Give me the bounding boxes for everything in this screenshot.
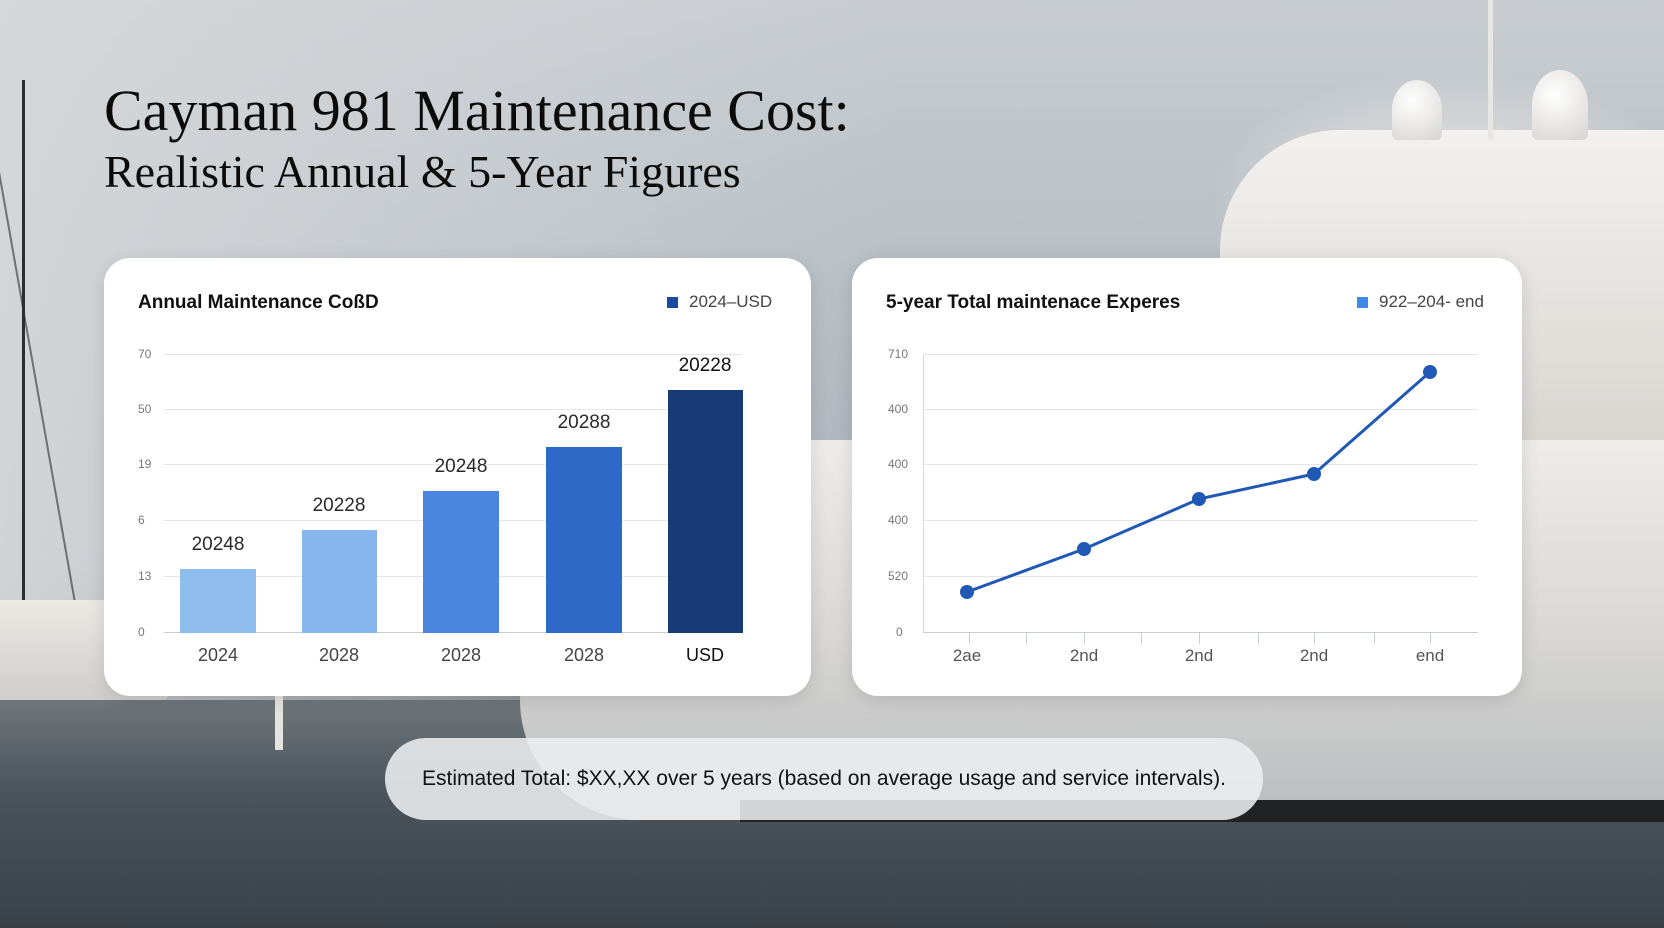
dock-post bbox=[275, 690, 283, 750]
x-axis-label: 2ae bbox=[952, 646, 982, 665]
y-tick-label: 400 bbox=[888, 402, 909, 416]
bar-2028-a[interactable] bbox=[302, 530, 377, 633]
legend-swatch-icon bbox=[1357, 296, 1368, 308]
y-tick-label: 19 bbox=[138, 457, 152, 471]
x-tick bbox=[1258, 632, 1259, 644]
annual-cost-chart-card: Annual Maintenance CoßD 2024–USD 70 50 1… bbox=[104, 258, 811, 696]
x-tick bbox=[1374, 632, 1375, 644]
x-tick bbox=[1084, 632, 1085, 644]
line-chart-legend: 922–204- end bbox=[1357, 292, 1484, 312]
y-tick-label: 0 bbox=[138, 625, 145, 639]
bar-2028-b[interactable] bbox=[423, 491, 499, 633]
gridline bbox=[164, 354, 742, 355]
gridline bbox=[923, 409, 1478, 410]
bar-2028-c[interactable] bbox=[546, 447, 622, 633]
x-axis-label: 2nd bbox=[1299, 646, 1329, 665]
y-tick-label: 70 bbox=[138, 347, 152, 361]
bar-chart-legend: 2024–USD bbox=[667, 292, 772, 312]
title-line-1: Cayman 981 Maintenance Cost: bbox=[104, 78, 850, 143]
x-axis-label: 2028 bbox=[563, 645, 605, 665]
bar-value-label: 20248 bbox=[434, 456, 488, 477]
gridline bbox=[164, 464, 742, 465]
legend-label: 922–204- end bbox=[1379, 292, 1484, 311]
gridline bbox=[923, 464, 1478, 465]
y-tick-label: 520 bbox=[888, 569, 909, 583]
y-axis-line bbox=[923, 354, 924, 633]
x-tick bbox=[1199, 632, 1200, 644]
page-title: Cayman 981 Maintenance Cost: Realistic A… bbox=[104, 78, 850, 200]
y-tick-label: 710 bbox=[888, 347, 909, 361]
data-point[interactable] bbox=[1192, 492, 1206, 506]
x-tick bbox=[969, 632, 970, 644]
data-point[interactable] bbox=[1307, 467, 1321, 481]
x-axis-line bbox=[923, 632, 1478, 633]
title-line-2: Realistic Annual & 5-Year Figures bbox=[104, 146, 741, 197]
x-tick bbox=[1430, 632, 1431, 644]
bar-plot-area: 20248 20228 20248 20288 20228 2024 2028 … bbox=[164, 354, 743, 665]
x-tick bbox=[1314, 632, 1315, 644]
legend-swatch-icon bbox=[667, 296, 678, 308]
y-tick-label: 400 bbox=[888, 457, 909, 471]
y-tick-label: 13 bbox=[138, 569, 152, 583]
estimated-total-text: Estimated Total: $XX,XX over 5 years (ba… bbox=[422, 767, 1226, 790]
gridline bbox=[923, 576, 1478, 577]
bar-chart-title: Annual Maintenance CoßD bbox=[138, 292, 379, 313]
bar-value-label: 20228 bbox=[678, 355, 732, 376]
bar-value-label: 20288 bbox=[557, 412, 611, 433]
line-chart-title: 5-year Total maintenace Experes bbox=[886, 292, 1181, 313]
yacht-antenna bbox=[1488, 0, 1493, 140]
yacht-radar-dome bbox=[1392, 80, 1442, 140]
x-axis-label: end bbox=[1415, 646, 1445, 665]
five-year-total-chart-card: 5-year Total maintenace Experes 922–204-… bbox=[852, 258, 1522, 696]
x-axis-label: 2nd bbox=[1069, 646, 1099, 665]
x-tick bbox=[1141, 632, 1142, 644]
bar-value-label: 20248 bbox=[191, 534, 245, 555]
y-tick-label: 400 bbox=[888, 513, 909, 527]
x-axis-label: 2028 bbox=[440, 645, 482, 665]
estimated-total-banner: Estimated Total: $XX,XX over 5 years (ba… bbox=[385, 738, 1263, 820]
y-tick-label: 6 bbox=[138, 513, 145, 527]
x-axis-label: 2028 bbox=[318, 645, 360, 665]
bar-2024[interactable] bbox=[180, 569, 256, 633]
line-series bbox=[960, 365, 1437, 599]
bar-value-label: 20228 bbox=[312, 495, 366, 516]
gridline bbox=[923, 520, 1478, 521]
y-tick-label: 0 bbox=[896, 625, 903, 639]
legend-label: 2024–USD bbox=[689, 292, 773, 311]
x-tick bbox=[1026, 632, 1027, 644]
y-tick-label: 50 bbox=[138, 402, 152, 416]
data-point[interactable] bbox=[960, 585, 974, 599]
x-axis-label: USD bbox=[685, 645, 724, 665]
line-plot-area: 2ae 2nd 2nd 2nd end bbox=[923, 354, 1478, 665]
sailboat-mast bbox=[22, 80, 25, 640]
yacht-radar-dome bbox=[1532, 70, 1588, 140]
gridline bbox=[164, 409, 742, 410]
x-axis-label: 2nd bbox=[1184, 646, 1214, 665]
gridline bbox=[923, 354, 1478, 355]
data-point[interactable] bbox=[1423, 365, 1437, 379]
data-point[interactable] bbox=[1077, 542, 1091, 556]
bar-usd[interactable] bbox=[668, 390, 743, 633]
x-axis-label: 2024 bbox=[197, 645, 239, 665]
